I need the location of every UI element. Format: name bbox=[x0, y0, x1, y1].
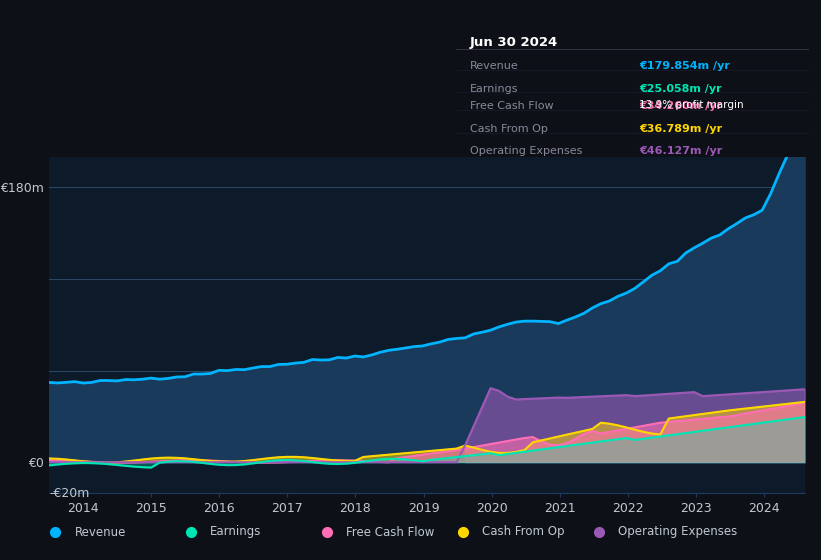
Text: Operating Expenses: Operating Expenses bbox=[618, 525, 737, 539]
Text: Revenue: Revenue bbox=[75, 525, 126, 539]
Text: Jun 30 2024: Jun 30 2024 bbox=[470, 36, 558, 49]
Text: €34.260m /yr: €34.260m /yr bbox=[640, 101, 722, 111]
Text: -€20m: -€20m bbox=[49, 487, 89, 501]
Text: Earnings: Earnings bbox=[210, 525, 262, 539]
Text: €25.058m /yr: €25.058m /yr bbox=[640, 83, 722, 94]
Text: Cash From Op: Cash From Op bbox=[482, 525, 565, 539]
Text: Revenue: Revenue bbox=[470, 62, 519, 71]
Text: Operating Expenses: Operating Expenses bbox=[470, 146, 582, 156]
Text: Free Cash Flow: Free Cash Flow bbox=[346, 525, 434, 539]
Text: Free Cash Flow: Free Cash Flow bbox=[470, 101, 553, 111]
Text: €46.127m /yr: €46.127m /yr bbox=[640, 146, 722, 156]
Text: Earnings: Earnings bbox=[470, 83, 518, 94]
Text: 13.9% profit margin: 13.9% profit margin bbox=[640, 100, 744, 110]
Text: €179.854m /yr: €179.854m /yr bbox=[640, 62, 730, 71]
Text: €36.789m /yr: €36.789m /yr bbox=[640, 124, 722, 134]
Text: Cash From Op: Cash From Op bbox=[470, 124, 548, 134]
